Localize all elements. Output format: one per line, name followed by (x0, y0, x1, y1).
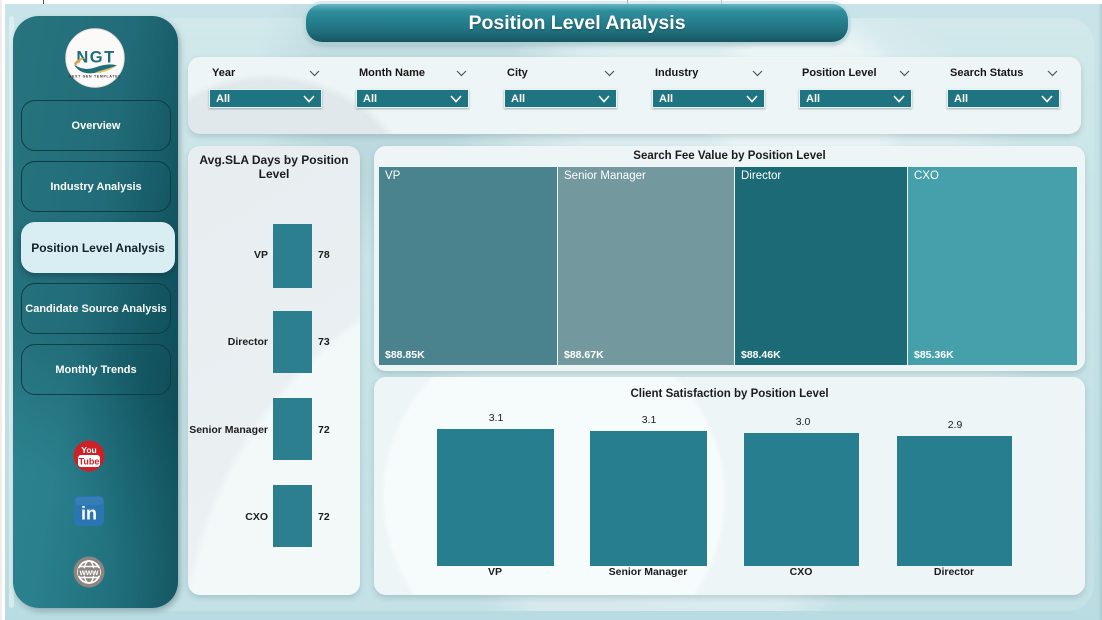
svg-text:www: www (79, 568, 99, 577)
svg-text:NGT: NGT (76, 49, 115, 67)
svg-text:You: You (81, 445, 96, 455)
svg-text:Tube: Tube (79, 457, 100, 467)
svg-text:NEXT GEN TEMPLATES: NEXT GEN TEMPLATES (69, 75, 121, 79)
svg-text:in: in (81, 504, 97, 524)
